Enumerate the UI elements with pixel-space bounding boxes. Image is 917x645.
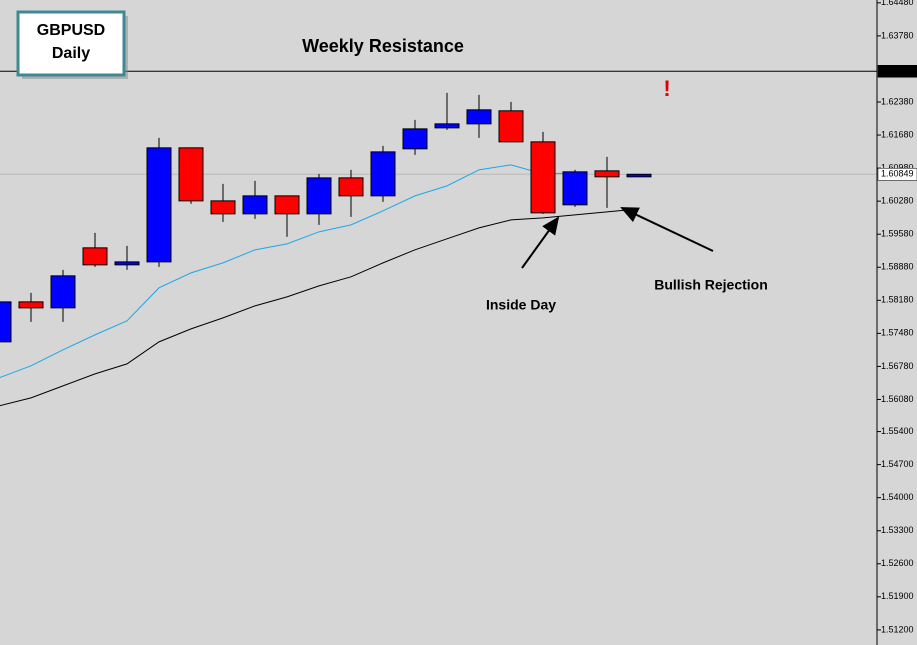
y-tick-label: 1.64480 xyxy=(881,0,914,7)
chart-subtitle: Daily xyxy=(52,45,90,62)
moving-average xyxy=(0,208,640,407)
candle-body xyxy=(594,170,620,178)
annotation: ! xyxy=(663,76,670,101)
candle-body xyxy=(178,147,204,202)
y-tick-label: 1.53300 xyxy=(881,525,914,535)
y-tick-label: 1.58180 xyxy=(881,295,914,305)
y-tick-label: 1.63780 xyxy=(881,30,914,40)
symbol-box: GBPUSD Daily xyxy=(16,10,128,79)
y-tick-label: 1.56780 xyxy=(881,361,914,371)
y-tick-label: 1.51900 xyxy=(881,591,914,601)
plot-area xyxy=(0,70,877,407)
y-tick-label: 1.58880 xyxy=(881,262,914,272)
annotations: Weekly Resistance! Inside Day Bullish Reje… xyxy=(302,36,768,313)
candle-body xyxy=(18,301,44,309)
candle-body xyxy=(402,128,428,150)
price-flag-label: 1.60849 xyxy=(881,169,914,179)
candle-body xyxy=(146,147,172,263)
y-tick-label: 1.54000 xyxy=(881,492,914,502)
candle-body xyxy=(530,141,556,214)
candle-body xyxy=(242,195,268,215)
y-axis-labels: 1.64480 1.63780 1.62380 1.61680 1.60980 1.602… xyxy=(877,0,917,634)
y-tick-label: 1.61680 xyxy=(881,129,914,139)
arrow xyxy=(521,216,560,269)
annotation: Inside Day xyxy=(486,297,556,313)
y-tick-label: 1.54700 xyxy=(881,459,914,469)
candle-body xyxy=(0,301,12,343)
y-tick-label: 1.57480 xyxy=(881,328,914,338)
chart-title: GBPUSD xyxy=(37,22,105,39)
price-flag-label: 1.63031 xyxy=(881,66,914,76)
candle-body xyxy=(466,109,492,125)
box xyxy=(16,10,126,77)
candle-body xyxy=(562,171,588,206)
candle-body xyxy=(338,177,364,197)
arrow xyxy=(620,207,714,252)
y-tick-label: 1.52600 xyxy=(881,558,914,568)
candle-body xyxy=(210,200,236,215)
candle-body xyxy=(306,177,332,215)
candle-body xyxy=(82,247,108,266)
y-tick-label: 1.56080 xyxy=(881,394,914,404)
y-tick-label: 1.60280 xyxy=(881,196,914,206)
y-tick-label: 1.62380 xyxy=(881,96,914,106)
annotation: Bullish Rejection xyxy=(654,277,768,293)
candle-body xyxy=(50,275,76,309)
candle-body xyxy=(434,123,460,129)
candle-body xyxy=(114,261,140,266)
price-flag xyxy=(877,168,917,181)
moving-average xyxy=(0,164,576,379)
candle-body xyxy=(370,151,396,197)
y-tick-label: 1.59580 xyxy=(881,229,914,239)
candle-body xyxy=(274,195,300,215)
y-tick-label: 1.60980 xyxy=(881,162,914,172)
y-tick-label: 1.55400 xyxy=(881,426,914,436)
annotation: Weekly Resistance xyxy=(302,36,464,56)
price-flag xyxy=(877,65,917,78)
candle-body xyxy=(626,173,652,178)
candle-body xyxy=(498,110,524,143)
y-tick-label: 1.51200 xyxy=(881,624,914,634)
